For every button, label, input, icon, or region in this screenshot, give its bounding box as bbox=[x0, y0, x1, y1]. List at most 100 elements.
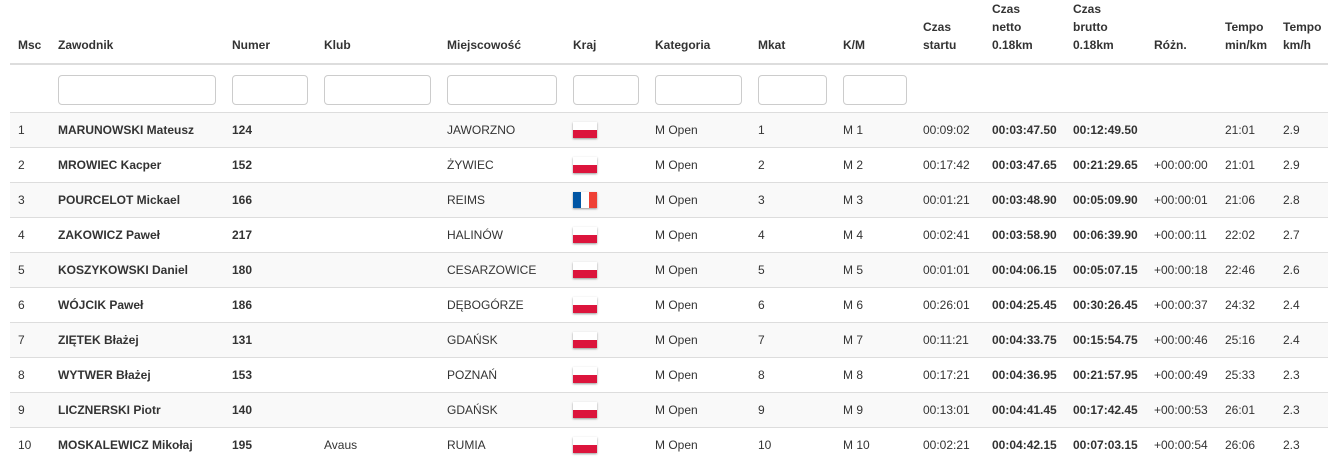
cell-netto: 00:03:48.90 bbox=[984, 183, 1065, 218]
cell-kmh: 2.4 bbox=[1275, 323, 1328, 358]
filter-kategoria-input[interactable] bbox=[655, 75, 742, 105]
cell-msc: 8 bbox=[10, 358, 50, 393]
filter-mkat-input[interactable] bbox=[758, 75, 827, 105]
filter-cell bbox=[1275, 64, 1328, 113]
header-tempo-km-h[interactable]: Tempo km/h bbox=[1275, 0, 1328, 64]
cell-city: REIMS bbox=[439, 183, 565, 218]
cell-kmh: 2.3 bbox=[1275, 428, 1328, 462]
cell-brutto: 00:06:39.90 bbox=[1065, 218, 1146, 253]
filter-zawodnik-input[interactable] bbox=[58, 75, 216, 105]
cell-diff: +00:00:46 bbox=[1146, 323, 1217, 358]
cell-city: HALINÓW bbox=[439, 218, 565, 253]
cell-start: 00:01:21 bbox=[915, 183, 984, 218]
cell-diff: +00:00:37 bbox=[1146, 288, 1217, 323]
cell-km: M 7 bbox=[835, 323, 915, 358]
cell-cat: M Open bbox=[647, 358, 750, 393]
header-label: km/h bbox=[1283, 38, 1311, 52]
cell-netto: 00:04:25.45 bbox=[984, 288, 1065, 323]
cell-club bbox=[316, 393, 439, 428]
cell-name: KOSZYKOWSKI Daniel bbox=[50, 253, 224, 288]
header-msc[interactable]: Msc bbox=[10, 0, 50, 64]
cell-mkat: 1 bbox=[750, 113, 835, 148]
filter-cell bbox=[1146, 64, 1217, 113]
cell-club bbox=[316, 253, 439, 288]
cell-num: 152 bbox=[224, 148, 316, 183]
cell-msc: 5 bbox=[10, 253, 50, 288]
filter-klub-input[interactable] bbox=[324, 75, 431, 105]
filter-cell bbox=[835, 64, 915, 113]
cell-tempo: 26:01 bbox=[1217, 393, 1275, 428]
poland-flag-icon bbox=[573, 122, 597, 138]
filter-miejscowosc-input[interactable] bbox=[447, 75, 557, 105]
cell-kmh: 2.9 bbox=[1275, 113, 1328, 148]
cell-start: 00:13:01 bbox=[915, 393, 984, 428]
header-kategoria[interactable]: Kategoria bbox=[647, 0, 750, 64]
cell-start: 00:17:42 bbox=[915, 148, 984, 183]
header-zawodnik[interactable]: Zawodnik bbox=[50, 0, 224, 64]
cell-start: 00:01:01 bbox=[915, 253, 984, 288]
header-numer[interactable]: Numer bbox=[224, 0, 316, 64]
cell-msc: 2 bbox=[10, 148, 50, 183]
cell-start: 00:26:01 bbox=[915, 288, 984, 323]
cell-kmh: 2.7 bbox=[1275, 218, 1328, 253]
cell-city: JAWORZNO bbox=[439, 113, 565, 148]
cell-tempo: 25:16 bbox=[1217, 323, 1275, 358]
cell-msc: 6 bbox=[10, 288, 50, 323]
cell-city: CESARZOWICE bbox=[439, 253, 565, 288]
country-cell bbox=[565, 393, 647, 428]
cell-msc: 7 bbox=[10, 323, 50, 358]
cell-kmh: 2.4 bbox=[1275, 288, 1328, 323]
cell-mkat: 2 bbox=[750, 148, 835, 183]
poland-flag-icon bbox=[573, 437, 597, 453]
cell-city: GDAŃSK bbox=[439, 393, 565, 428]
header-label: Mkat bbox=[758, 38, 785, 52]
header-label: Tempo bbox=[1283, 20, 1321, 34]
cell-netto: 00:04:42.15 bbox=[984, 428, 1065, 462]
header-miejscowosc[interactable]: Miejscowość bbox=[439, 0, 565, 64]
cell-km: M 5 bbox=[835, 253, 915, 288]
header-km[interactable]: K/M bbox=[835, 0, 915, 64]
cell-mkat: 7 bbox=[750, 323, 835, 358]
header-kraj[interactable]: Kraj bbox=[565, 0, 647, 64]
cell-brutto: 00:12:49.50 bbox=[1065, 113, 1146, 148]
cell-tempo: 22:46 bbox=[1217, 253, 1275, 288]
filter-cell bbox=[915, 64, 984, 113]
cell-brutto: 00:15:54.75 bbox=[1065, 323, 1146, 358]
cell-msc: 1 bbox=[10, 113, 50, 148]
header-klub[interactable]: Klub bbox=[316, 0, 439, 64]
cell-mkat: 4 bbox=[750, 218, 835, 253]
cell-tempo: 25:33 bbox=[1217, 358, 1275, 393]
cell-name: MARUNOWSKI Mateusz bbox=[50, 113, 224, 148]
cell-brutto: 00:05:09.90 bbox=[1065, 183, 1146, 218]
cell-tempo: 24:32 bbox=[1217, 288, 1275, 323]
cell-netto: 00:04:06.15 bbox=[984, 253, 1065, 288]
header-mkat[interactable]: Mkat bbox=[750, 0, 835, 64]
filter-km-input[interactable] bbox=[843, 75, 907, 105]
cell-kmh: 2.9 bbox=[1275, 148, 1328, 183]
filter-numer-input[interactable] bbox=[232, 75, 308, 105]
header-label: netto bbox=[992, 20, 1021, 34]
filter-kraj-input[interactable] bbox=[573, 75, 639, 105]
cell-mkat: 3 bbox=[750, 183, 835, 218]
country-cell bbox=[565, 323, 647, 358]
header-roznica[interactable]: Różn. bbox=[1146, 0, 1217, 64]
cell-kmh: 2.3 bbox=[1275, 358, 1328, 393]
cell-start: 00:09:02 bbox=[915, 113, 984, 148]
cell-diff: +00:00:53 bbox=[1146, 393, 1217, 428]
cell-diff: +00:00:54 bbox=[1146, 428, 1217, 462]
cell-km: M 1 bbox=[835, 113, 915, 148]
